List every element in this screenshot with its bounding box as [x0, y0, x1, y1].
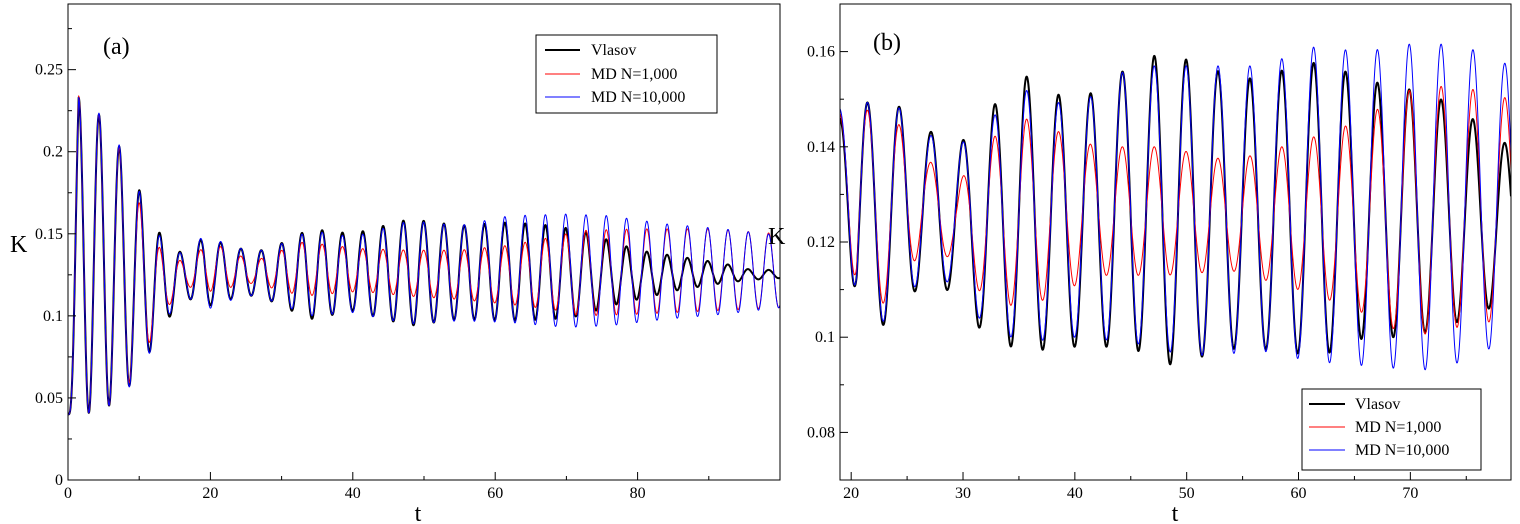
panel-a-xtick-label: 60 [487, 485, 503, 502]
panel-b-ticks: 20 30 40 50 60 70 0.08 0.1 0.12 0.14 0.16 [807, 44, 1467, 502]
panel-a-ytick-label: 0.05 [35, 390, 63, 407]
panel-a-ylabel: K [10, 232, 28, 258]
panel-a-xtick-label: 20 [202, 485, 218, 502]
panel-a-series-md10000 [68, 97, 780, 415]
panel-a: 0 20 40 60 80 0 0.05 0.1 0.15 0.2 0.25 (a) K t Vla… [10, 3, 781, 524]
panel-a-ytick-label: 0.15 [35, 226, 63, 243]
panel-b-legend-md10000: MD N=10,000 [1355, 442, 1449, 459]
panel-b-xtick-label: 70 [1402, 485, 1418, 502]
panel-a-xlabel: t [415, 501, 422, 524]
panel-b-ytick-label: 0.14 [807, 139, 835, 156]
panel-a-series-md1000 [68, 95, 780, 415]
panel-b-xlabel: t [1172, 501, 1179, 524]
panel-b-series-vlasov [840, 54, 1511, 366]
panel-b-ylabel: K [768, 224, 786, 250]
panel-b-xtick-label: 40 [1067, 485, 1083, 502]
panel-a-series-vlasov [68, 96, 780, 416]
panel-b-ytick-label: 0.1 [815, 329, 835, 346]
panel-b-xtick-label: 50 [1179, 485, 1195, 502]
panel-b-ytick-label: 0.16 [807, 44, 835, 61]
panel-b-series-md10000 [840, 43, 1511, 371]
panel-b-xtick-label: 20 [843, 485, 859, 502]
panel-a-ytick-label: 0.1 [43, 308, 63, 325]
panel-a-legend-vlasov: Vlasov [591, 42, 636, 59]
panel-b: 20 30 40 50 60 700.080.10.120.140.16 (b) K t … [768, 3, 1512, 524]
panel-b-legend-vlasov: Vlasov [1355, 396, 1400, 413]
panel-a-ytick-label: 0.2 [43, 144, 63, 161]
panel-a-xtick-label: 40 [345, 485, 361, 502]
panel-b-xtick-label: 60 [1291, 485, 1307, 502]
panel-a-xtick-label: 80 [630, 485, 646, 502]
panel-a-legend-md1000: MD N=1,000 [591, 66, 677, 83]
panel-b-legend-box [1301, 388, 1482, 471]
panel-a-xtick-label: 0 [64, 485, 72, 502]
panel-b-label: (b) [873, 30, 901, 56]
panel-b-legend-md1000: MD N=1,000 [1355, 419, 1441, 436]
panel-a-legend: Vlasov MD N=1,000 MD N=10,000 [535, 34, 718, 114]
panel-a-ticks: 0 20 40 60 80 0 0.05 0.1 0.15 0.2 0.25 [35, 28, 710, 502]
panel-b-ytick-label: 0.12 [807, 234, 835, 251]
panel-a-ytick-label: 0 [55, 472, 63, 489]
panel-b-xtick-label: 30 [955, 485, 971, 502]
panel-b-series-lines [840, 43, 1511, 371]
panel-b-ytick-label: 0.08 [807, 424, 835, 441]
panel-a-label: (a) [103, 34, 130, 60]
panel-a-legend-md10000: MD N=10,000 [591, 89, 685, 106]
panel-b-legend: Vlasov MD N=1,000 MD N=10,000 [1301, 388, 1482, 471]
panel-a-series-lines [68, 95, 780, 416]
panel-a-ytick-label: 0.25 [35, 62, 63, 79]
